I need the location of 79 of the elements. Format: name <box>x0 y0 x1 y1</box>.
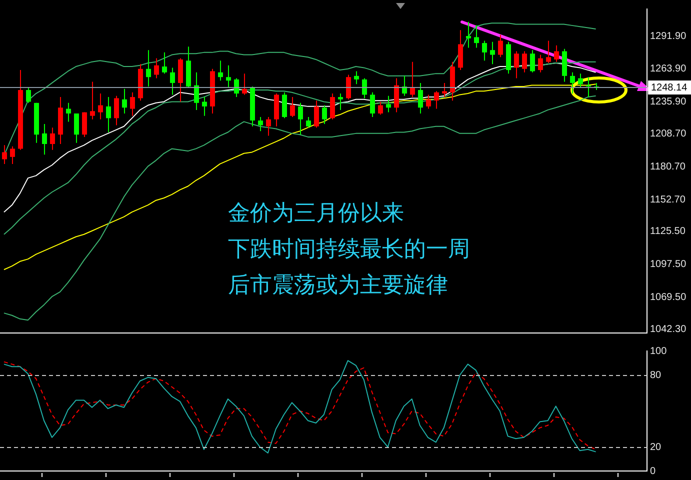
ref-line-label: 1248.14 <box>651 82 688 94</box>
candlestick <box>322 104 327 125</box>
candlestick <box>330 93 335 120</box>
candlestick <box>546 40 551 64</box>
annotation: 后市震荡或为主要旋律 <box>228 272 449 300</box>
candlestick <box>314 100 319 128</box>
candlestick <box>42 124 47 156</box>
candlestick <box>26 87 31 104</box>
candlestick <box>130 92 135 116</box>
candlestick <box>442 82 447 98</box>
candlestick <box>10 146 15 164</box>
candlestick <box>418 82 423 114</box>
candlestick <box>98 93 103 120</box>
candlestick <box>306 116 311 128</box>
candlestick <box>178 58 183 102</box>
candlestick <box>50 127 55 150</box>
candlestick <box>338 93 343 110</box>
candlestick <box>458 30 463 71</box>
candlestick <box>514 50 519 79</box>
candlestick <box>170 67 175 96</box>
candlestick <box>154 58 159 79</box>
y-tick-label: 1152.70 <box>650 194 686 206</box>
y-tick-label: 1263.90 <box>650 64 687 75</box>
candlestick <box>426 94 431 110</box>
y-tick-label: 0 <box>650 466 656 477</box>
candlestick <box>386 95 391 113</box>
candlestick <box>194 72 199 110</box>
y-tick-label: 1042.30 <box>650 324 687 335</box>
candlestick <box>90 81 95 120</box>
annotation: 金价为三月份以来 <box>228 200 405 228</box>
annotation: 下跌时间持续最长的一周 <box>228 236 470 264</box>
y-tick-label: 1125.50 <box>650 226 686 238</box>
candlestick <box>2 144 7 164</box>
candlestick <box>218 60 223 82</box>
candlestick <box>258 116 263 132</box>
y-tick-label: 100 <box>650 346 668 357</box>
candlestick <box>202 96 207 116</box>
candlestick <box>482 40 487 62</box>
candlestick <box>354 70 359 85</box>
candlestick <box>114 95 119 126</box>
candlestick <box>466 21 471 48</box>
candlestick <box>162 52 167 74</box>
candlestick <box>498 34 503 58</box>
y-tick-label: 1235.90 <box>650 96 687 108</box>
candlestick <box>370 92 375 118</box>
candlestick <box>490 41 495 65</box>
candlestick <box>266 116 271 136</box>
candlestick <box>146 50 151 87</box>
candlestick <box>106 96 111 133</box>
y-tick-label: 1180.70 <box>650 161 686 172</box>
y-tick-label: 80 <box>650 370 662 381</box>
y-tick-label: 1208.70 <box>650 128 687 140</box>
y-tick-label: 20 <box>650 442 662 453</box>
candlestick <box>226 64 231 88</box>
candlestick <box>578 73 583 88</box>
y-tick-label: 1291.90 <box>650 30 687 42</box>
candlestick <box>282 92 287 119</box>
candlestick <box>570 72 575 94</box>
candlestick <box>362 78 367 99</box>
candlestick <box>554 44 559 62</box>
candlestick <box>394 78 399 113</box>
candlestick <box>74 112 79 144</box>
candlestick <box>66 102 71 122</box>
candlestick <box>522 50 527 73</box>
candlestick <box>434 90 439 110</box>
y-tick-label: 1097.50 <box>650 259 687 270</box>
candlestick <box>82 112 87 138</box>
candlestick <box>538 54 543 73</box>
candlestick <box>298 102 303 136</box>
candlestick <box>122 88 127 114</box>
candlestick <box>378 101 383 116</box>
candlestick <box>530 50 535 73</box>
candlestick <box>234 78 239 98</box>
candlestick <box>346 74 351 100</box>
candlestick <box>290 96 295 118</box>
candlestick <box>410 61 415 98</box>
y-tick-label: 1069.50 <box>650 292 687 303</box>
candlestick <box>242 73 247 96</box>
candlestick <box>474 24 479 48</box>
